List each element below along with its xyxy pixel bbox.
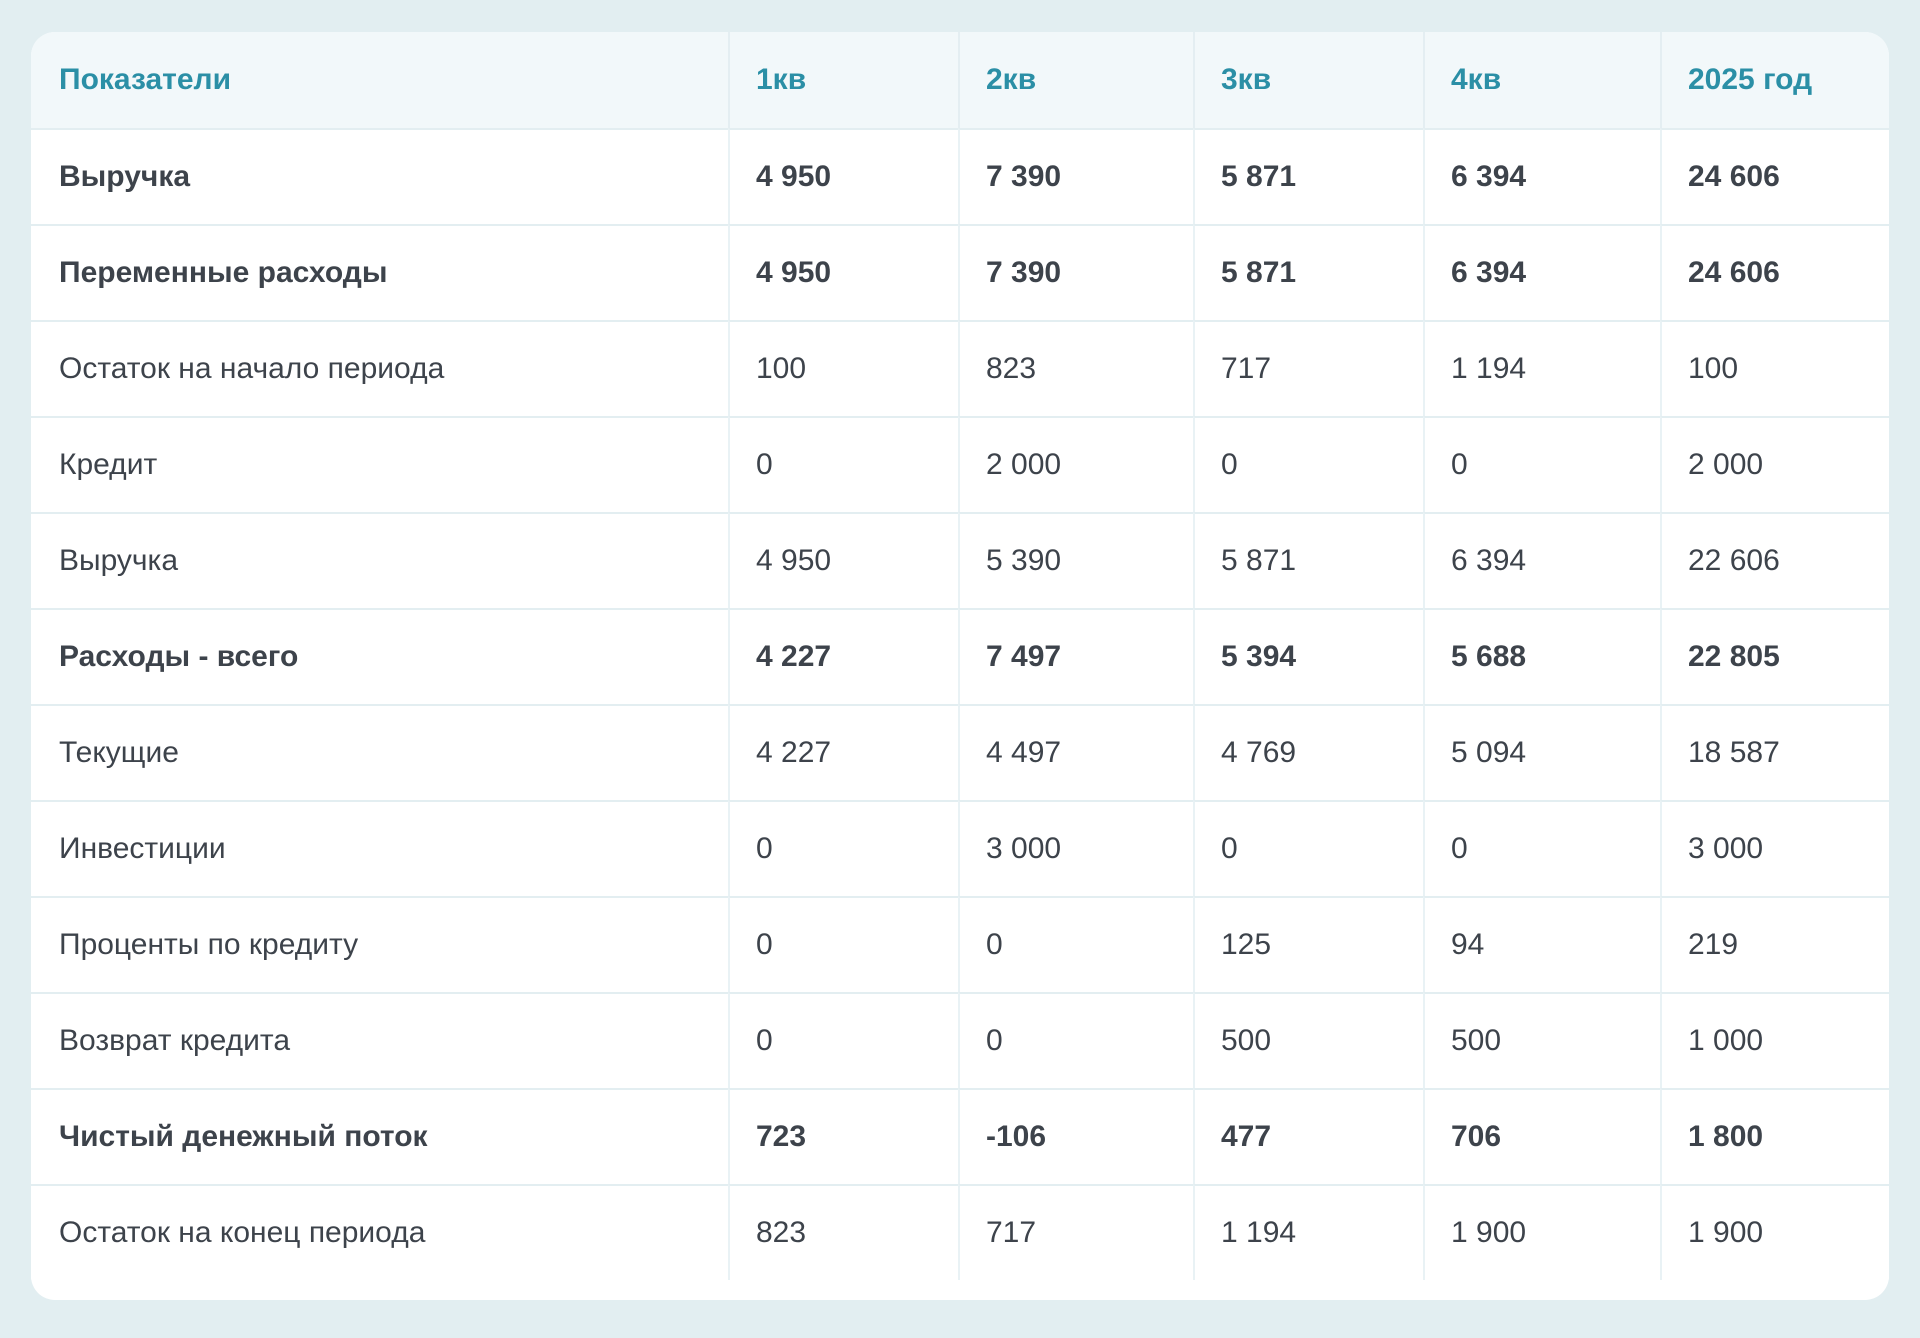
cell-value: 6 394 [1423, 512, 1660, 608]
table-row: Выручка 4 950 5 390 5 871 6 394 22 606 [31, 512, 1889, 608]
row-label: Остаток на конец периода [31, 1184, 728, 1280]
cell-value: 100 [728, 320, 958, 416]
cell-value: 4 950 [728, 512, 958, 608]
table-row: Возврат кредита 0 0 500 500 1 000 [31, 992, 1889, 1088]
cell-value: 1 900 [1423, 1184, 1660, 1280]
cell-value: 0 [728, 800, 958, 896]
row-label: Возврат кредита [31, 992, 728, 1088]
table-row: Проценты по кредиту 0 0 125 94 219 [31, 896, 1889, 992]
cell-value: 723 [728, 1088, 958, 1184]
cell-value: 5 390 [958, 512, 1193, 608]
cell-value: 1 000 [1660, 992, 1889, 1088]
cell-value: 5 688 [1423, 608, 1660, 704]
cell-value: 500 [1423, 992, 1660, 1088]
table-row: Остаток на начало периода 100 823 717 1 194 1… [31, 320, 1889, 416]
cell-value: 0 [1423, 416, 1660, 512]
cell-value: 125 [1193, 896, 1423, 992]
row-label: Остаток на начало периода [31, 320, 728, 416]
cell-value: 7 390 [958, 128, 1193, 224]
table-row: Чистый денежный поток 723 -106 477 706 1 800 [31, 1088, 1889, 1184]
cell-value: 6 394 [1423, 128, 1660, 224]
cell-value: 0 [958, 992, 1193, 1088]
cell-value: 4 497 [958, 704, 1193, 800]
column-header-period: 3кв [1193, 32, 1423, 128]
cell-value: 0 [728, 896, 958, 992]
cell-value: 22 805 [1660, 608, 1889, 704]
cell-value: 0 [1193, 800, 1423, 896]
cell-value: 823 [958, 320, 1193, 416]
column-header-indicators: Показатели [31, 32, 728, 128]
cell-value: 1 800 [1660, 1088, 1889, 1184]
cell-value: 5 094 [1423, 704, 1660, 800]
row-label: Кредит [31, 416, 728, 512]
column-header-period: 2025 год [1660, 32, 1889, 128]
cell-value: 823 [728, 1184, 958, 1280]
cell-value: 24 606 [1660, 128, 1889, 224]
cell-value: 100 [1660, 320, 1889, 416]
row-label: Переменные расходы [31, 224, 728, 320]
cell-value: 3 000 [1660, 800, 1889, 896]
cell-value: 4 227 [728, 608, 958, 704]
financial-table-card: Показатели 1кв 2кв 3кв 4кв 2025 год Выручка 4 … [31, 32, 1889, 1300]
cell-value: 22 606 [1660, 512, 1889, 608]
cell-value: 219 [1660, 896, 1889, 992]
cell-value: 477 [1193, 1088, 1423, 1184]
cell-value: 3 000 [958, 800, 1193, 896]
cell-value: 24 606 [1660, 224, 1889, 320]
cell-value: 706 [1423, 1088, 1660, 1184]
cell-value: 717 [958, 1184, 1193, 1280]
table-row: Переменные расходы 4 950 7 390 5 871 6 394 24… [31, 224, 1889, 320]
cell-value: 0 [1193, 416, 1423, 512]
column-header-period: 2кв [958, 32, 1193, 128]
cell-value: 2 000 [958, 416, 1193, 512]
cell-value: 1 194 [1193, 1184, 1423, 1280]
row-label: Текущие [31, 704, 728, 800]
cell-value: 18 587 [1660, 704, 1889, 800]
cell-value: 7 497 [958, 608, 1193, 704]
row-label: Выручка [31, 128, 728, 224]
row-label: Выручка [31, 512, 728, 608]
row-label: Расходы - всего [31, 608, 728, 704]
cell-value: 4 227 [728, 704, 958, 800]
cell-value: 5 394 [1193, 608, 1423, 704]
cell-value: 5 871 [1193, 224, 1423, 320]
cell-value: 0 [1423, 800, 1660, 896]
cell-value: 0 [728, 416, 958, 512]
table-row: Инвестиции 0 3 000 0 0 3 000 [31, 800, 1889, 896]
header-row: Показатели 1кв 2кв 3кв 4кв 2025 год [31, 32, 1889, 128]
cell-value: 1 194 [1423, 320, 1660, 416]
cell-value: 4 950 [728, 224, 958, 320]
cell-value: 7 390 [958, 224, 1193, 320]
column-header-period: 1кв [728, 32, 958, 128]
cash-flow-table: Показатели 1кв 2кв 3кв 4кв 2025 год Выручка 4 … [31, 32, 1889, 1280]
cell-value: 4 950 [728, 128, 958, 224]
cell-value: 5 871 [1193, 512, 1423, 608]
table-row: Кредит 0 2 000 0 0 2 000 [31, 416, 1889, 512]
cell-value: 4 769 [1193, 704, 1423, 800]
table-row: Остаток на конец периода 823 717 1 194 1 900… [31, 1184, 1889, 1280]
cell-value: 717 [1193, 320, 1423, 416]
cell-value: 500 [1193, 992, 1423, 1088]
table-row: Расходы - всего 4 227 7 497 5 394 5 688 22 80… [31, 608, 1889, 704]
cell-value: 1 900 [1660, 1184, 1889, 1280]
cell-value: 94 [1423, 896, 1660, 992]
row-label: Чистый денежный поток [31, 1088, 728, 1184]
table-row: Текущие 4 227 4 497 4 769 5 094 18 587 [31, 704, 1889, 800]
row-label: Инвестиции [31, 800, 728, 896]
column-header-period: 4кв [1423, 32, 1660, 128]
cell-value: 2 000 [1660, 416, 1889, 512]
cell-value: -106 [958, 1088, 1193, 1184]
cell-value: 0 [958, 896, 1193, 992]
cell-value: 5 871 [1193, 128, 1423, 224]
cell-value: 0 [728, 992, 958, 1088]
table-row: Выручка 4 950 7 390 5 871 6 394 24 606 [31, 128, 1889, 224]
cell-value: 6 394 [1423, 224, 1660, 320]
row-label: Проценты по кредиту [31, 896, 728, 992]
table-body: Выручка 4 950 7 390 5 871 6 394 24 606 Перемен… [31, 128, 1889, 1280]
